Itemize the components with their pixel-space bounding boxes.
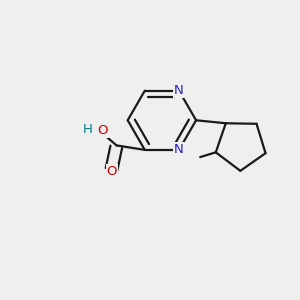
Text: O: O — [106, 165, 117, 178]
Text: O: O — [97, 124, 107, 137]
Text: H: H — [83, 123, 93, 136]
Text: N: N — [174, 84, 184, 97]
Text: N: N — [174, 143, 184, 156]
